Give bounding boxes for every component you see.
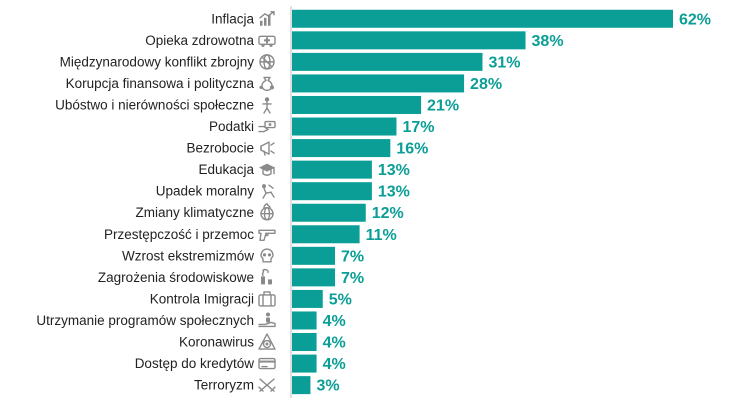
globe-conflict-icon [259, 54, 275, 70]
value-label: 5% [329, 291, 352, 308]
value-label: 4% [323, 356, 346, 373]
value-label: 38% [532, 33, 564, 50]
ambulance-icon [258, 35, 276, 47]
megaphone-icon [260, 141, 275, 156]
bar [292, 182, 372, 201]
value-label: 62% [679, 11, 711, 28]
bar-row: Koronawirus 4% [179, 333, 346, 352]
bar-row: Dostęp do kredytów 4% [135, 354, 346, 373]
bar [292, 289, 323, 308]
bar [292, 311, 317, 330]
category-label: Zmiany klimatyczne [135, 205, 254, 220]
value-label: 11% [366, 227, 397, 244]
gun-icon [258, 229, 276, 241]
bar [292, 203, 366, 222]
category-label: Zagrożenia środowiskowe [98, 270, 254, 285]
value-label: 13% [378, 162, 410, 179]
value-label: 28% [470, 76, 502, 93]
bar-row: Opieka zdrowotna 38% [145, 31, 564, 50]
category-label: Edukacja [198, 162, 254, 177]
bar [292, 333, 317, 352]
crossed-weapons-icon [258, 378, 276, 392]
bar-row: Podatki 17% [209, 117, 435, 136]
bar [292, 52, 483, 71]
category-label: Wzrost ekstremizmów [122, 248, 254, 263]
person-icon [262, 97, 272, 114]
bar-row: Edukacja 13% [198, 160, 410, 179]
category-label: Korupcja finansowa i polityczna [66, 76, 255, 91]
bar-row: Zmiany klimatyczne 12% [135, 203, 404, 222]
category-label: Inflacja [211, 11, 254, 26]
value-label: 31% [489, 54, 521, 71]
category-label: Kontrola Imigracji [150, 291, 254, 306]
bar-row: Inflacja 62% [211, 9, 711, 28]
category-label: Opieka zdrowotna [145, 33, 254, 48]
bar-row: Korupcja finansowa i polityczna 28% [66, 74, 502, 93]
category-label: Międzynarodowy konflikt zbrojny [60, 54, 255, 69]
bar-row: Upadek moralny 13% [156, 182, 410, 201]
bar [292, 160, 372, 179]
cash-hand-icon [258, 120, 276, 133]
globe-fire-icon [260, 203, 274, 221]
bar-row: Kontrola Imigracji 5% [150, 289, 352, 308]
bar-row: Terroryzm 3% [194, 376, 340, 395]
graduation-cap-icon [259, 163, 275, 176]
bar-row: Międzynarodowy konflikt zbrojny 31% [60, 52, 521, 71]
category-label: Bezrobocie [186, 141, 254, 156]
category-label: Terroryzm [194, 378, 254, 393]
bar [292, 31, 526, 50]
category-label: Ubóstwo i nierówności społeczne [55, 97, 254, 112]
bar-row: Ubóstwo i nierówności społeczne 21% [55, 95, 459, 114]
bar [292, 139, 391, 158]
category-label: Podatki [209, 119, 254, 134]
bar [292, 9, 673, 28]
bar-row: Utrzymanie programów społecznych 4% [36, 311, 346, 330]
category-label: Dostęp do kredytów [135, 356, 255, 371]
value-label: 4% [323, 335, 346, 352]
value-label: 21% [427, 97, 459, 114]
value-label: 3% [316, 378, 339, 395]
category-label: Przestępczość i przemoc [104, 227, 254, 242]
category-label: Upadek moralny [156, 184, 255, 199]
bar [292, 95, 422, 114]
bar [292, 246, 336, 265]
money-bag-icon [259, 76, 274, 92]
credit-card-icon [258, 357, 276, 370]
bar [292, 268, 336, 287]
category-label: Utrzymanie programów społecznych [36, 313, 254, 328]
biohazard-icon [258, 333, 276, 350]
value-label: 12% [372, 205, 404, 222]
value-label: 7% [341, 248, 364, 265]
value-label: 17% [402, 119, 434, 136]
bar [292, 354, 317, 373]
hand-person-icon [258, 312, 276, 328]
chart-up-icon [259, 11, 275, 26]
skull-icon [260, 248, 274, 263]
bar-row: Przestępczość i przemoc 11% [104, 225, 397, 244]
category-label: Koronawirus [179, 335, 254, 350]
value-label: 16% [396, 141, 428, 158]
bar [292, 117, 397, 136]
bar [292, 376, 311, 395]
bar [292, 74, 465, 93]
bar-row: Wzrost ekstremizmów 7% [122, 246, 364, 265]
value-label: 4% [323, 313, 346, 330]
value-label: 13% [378, 184, 410, 201]
bar-row: Zagrożenia środowiskowe 7% [98, 268, 364, 287]
broken-figure-icon [262, 184, 275, 199]
suitcase-icon [258, 291, 276, 307]
bar [292, 225, 360, 244]
value-label: 7% [341, 270, 364, 287]
smokestack-icon [261, 268, 272, 285]
bar-row: Bezrobocie 16% [186, 139, 428, 158]
